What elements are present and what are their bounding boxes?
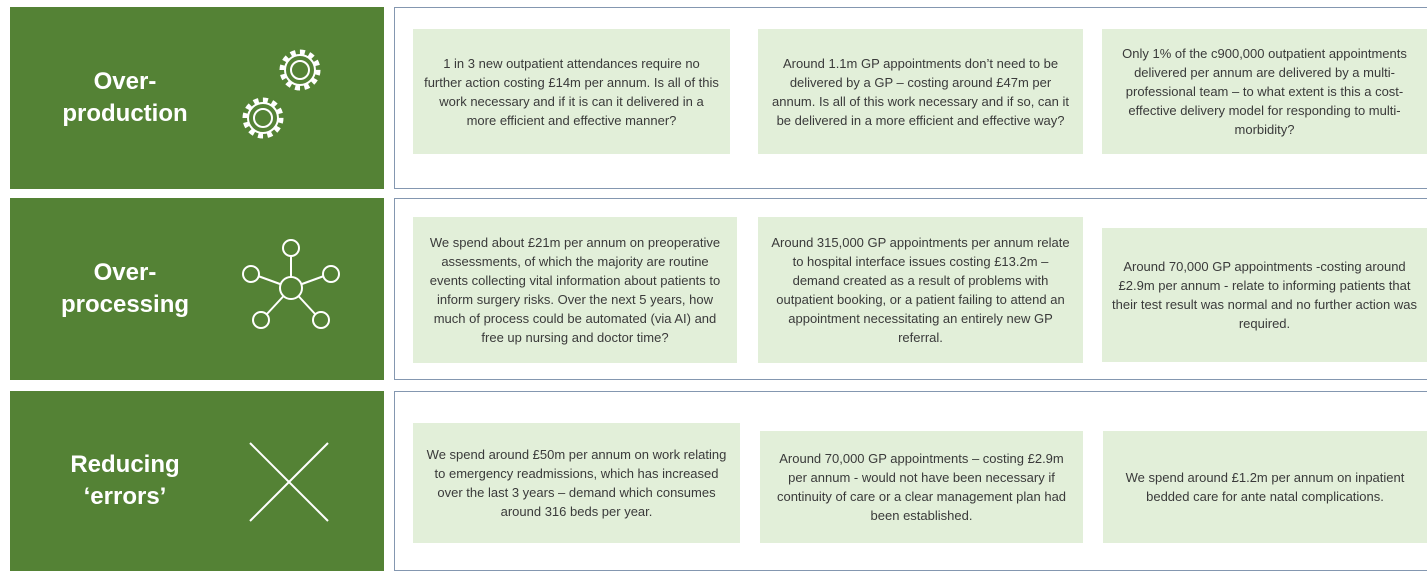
category-panel: Reducing ‘errors’ xyxy=(10,391,384,571)
info-box: Around 1.1m GP appointments don’t need t… xyxy=(758,29,1083,154)
info-box: We spend around £1.2m per annum on inpat… xyxy=(1103,431,1427,543)
category-title: Reducing ‘errors’ xyxy=(10,449,240,513)
info-box: We spend about £21m per annum on preoper… xyxy=(413,217,737,363)
title-line: production xyxy=(62,100,188,127)
title-line: processing xyxy=(60,291,190,318)
category-title: Over-processing xyxy=(10,257,240,321)
gears-icon xyxy=(242,49,321,139)
info-box: We spend around £50m per annum on work r… xyxy=(413,423,740,543)
category-title: Over-production xyxy=(10,66,240,130)
category-panel: Over-production xyxy=(10,7,384,189)
cross-icon xyxy=(249,442,329,522)
title-line: Reducing xyxy=(70,451,180,478)
title-line: Over- xyxy=(93,68,157,95)
title-line: Over- xyxy=(93,259,157,286)
category-panel: Over-processing xyxy=(10,198,384,380)
info-box: Around 70,000 GP appointments -costing a… xyxy=(1102,228,1427,362)
row: Reducing ‘errors’ We spend around £50m pe… xyxy=(0,391,1427,571)
detail-panel xyxy=(394,198,1427,380)
info-box: Only 1% of the c900,000 outpatient appoi… xyxy=(1102,29,1427,154)
info-box: Around 315,000 GP appointments per annum… xyxy=(758,217,1083,363)
network-icon xyxy=(242,239,340,329)
row: Over-processing We spend about £21m per … xyxy=(0,198,1427,380)
info-box: Around 70,000 GP appointments – costing … xyxy=(760,431,1083,543)
detail-panel xyxy=(394,7,1427,189)
title-line: ‘errors’ xyxy=(83,483,167,510)
info-box: 1 in 3 new outpatient attendances requir… xyxy=(413,29,730,154)
row: Over-production 1 in 3 new outpatient at… xyxy=(0,7,1427,189)
